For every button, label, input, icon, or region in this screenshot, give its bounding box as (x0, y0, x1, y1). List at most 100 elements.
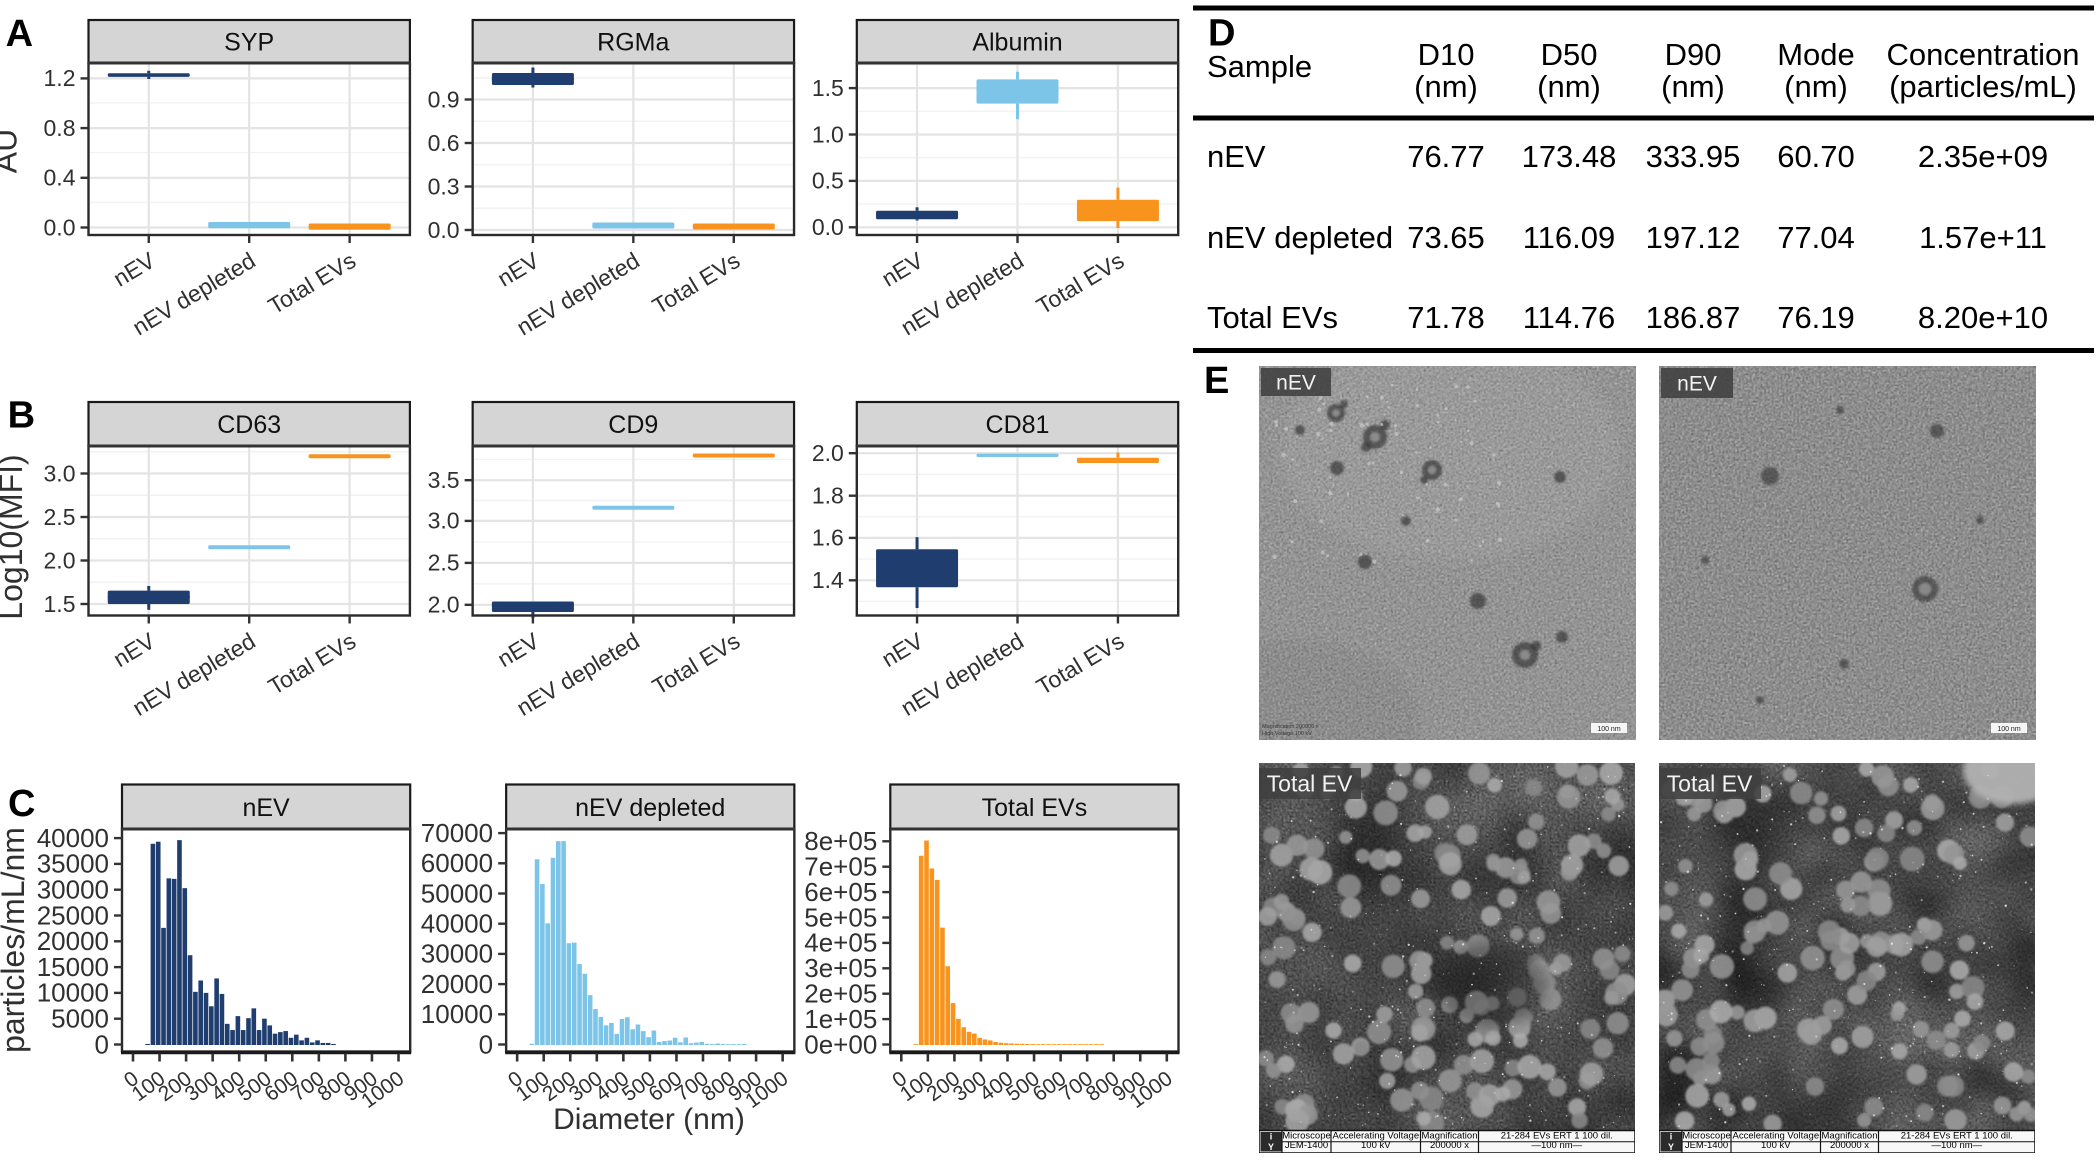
svg-text:1.5: 1.5 (44, 591, 76, 617)
svg-text:Log10(MFI): Log10(MFI) (0, 454, 29, 619)
svg-text:C: C (8, 783, 35, 825)
svg-text:0.4: 0.4 (44, 165, 76, 191)
svg-text:60000: 60000 (421, 848, 493, 878)
svg-text:20000: 20000 (37, 926, 109, 956)
svg-text:nEV: nEV (1207, 139, 1266, 174)
svg-text:8e+05: 8e+05 (804, 826, 877, 856)
svg-text:1.6: 1.6 (812, 525, 844, 551)
svg-text:0.8: 0.8 (44, 115, 76, 141)
svg-text:1.57e+11: 1.57e+11 (1919, 220, 2047, 255)
svg-text:JEM-1400: JEM-1400 (1685, 1140, 1728, 1151)
svg-text:76.77: 76.77 (1407, 139, 1485, 174)
svg-text:Total EVs: Total EVs (1207, 300, 1338, 335)
svg-text:Accelerating Voltage: Accelerating Voltage (1732, 1131, 1819, 1142)
svg-text:JEM-1400: JEM-1400 (1285, 1140, 1328, 1151)
svg-text:Total EV: Total EV (1267, 771, 1353, 797)
svg-text:76.19: 76.19 (1777, 300, 1855, 335)
svg-text:6e+05: 6e+05 (804, 877, 877, 907)
svg-text:40000: 40000 (421, 909, 493, 939)
svg-text:2e+05: 2e+05 (804, 979, 877, 1009)
svg-text:5e+05: 5e+05 (804, 902, 877, 932)
svg-text:0.5: 0.5 (812, 168, 844, 194)
svg-text:2.0: 2.0 (812, 440, 844, 466)
svg-text:3.5: 3.5 (428, 467, 460, 493)
svg-text:E: E (1204, 360, 1229, 402)
svg-text:AU: AU (0, 129, 24, 173)
svg-text:3.0: 3.0 (44, 460, 76, 486)
svg-text:7e+05: 7e+05 (804, 852, 877, 882)
svg-text:0.6: 0.6 (428, 130, 460, 156)
svg-text:1e+05: 1e+05 (804, 1004, 877, 1034)
svg-text:2.5: 2.5 (428, 550, 460, 576)
svg-text:30000: 30000 (37, 875, 109, 905)
svg-text:2.0: 2.0 (428, 592, 460, 618)
svg-text:10000: 10000 (37, 978, 109, 1008)
svg-text:Albumin: Albumin (972, 29, 1062, 57)
svg-text:1.0: 1.0 (812, 121, 844, 147)
svg-text:15000: 15000 (37, 952, 109, 982)
svg-text:Diameter (nm): Diameter (nm) (553, 1103, 745, 1136)
svg-text:(nm): (nm) (1784, 69, 1848, 104)
svg-text:—100 nm—: —100 nm— (1531, 1140, 1582, 1151)
svg-text:200000 x: 200000 x (1430, 1140, 1469, 1151)
svg-text:i: i (1270, 1132, 1273, 1142)
svg-text:2.0: 2.0 (44, 547, 76, 573)
svg-text:Mode: Mode (1777, 37, 1855, 72)
svg-text:77.04: 77.04 (1777, 220, 1855, 255)
svg-text:0: 0 (479, 1029, 493, 1059)
svg-text:(nm): (nm) (1414, 69, 1478, 104)
svg-text:20000: 20000 (421, 969, 493, 999)
svg-text:1.8: 1.8 (812, 483, 844, 509)
svg-text:Microscope: Microscope (1682, 1131, 1731, 1142)
svg-text:3.0: 3.0 (428, 508, 460, 534)
svg-text:D90: D90 (1665, 37, 1722, 72)
svg-text:100 nm: 100 nm (1997, 726, 2021, 733)
svg-text:Magnification 200000 x: Magnification 200000 x (1262, 724, 1319, 730)
svg-text:(particles/mL): (particles/mL) (1889, 69, 2077, 104)
svg-text:2.35e+09: 2.35e+09 (1918, 139, 2048, 174)
svg-text:RGMa: RGMa (597, 29, 669, 57)
svg-text:0.0: 0.0 (812, 214, 844, 240)
svg-text:i: i (1670, 1132, 1673, 1142)
svg-text:0e+00: 0e+00 (804, 1029, 877, 1059)
svg-text:1.2: 1.2 (44, 65, 76, 91)
svg-text:Total EV: Total EV (1667, 771, 1753, 797)
svg-text:1.5: 1.5 (812, 75, 844, 101)
svg-text:Total EVs: Total EVs (982, 794, 1088, 822)
svg-text:21-284 EVs ERT 1 100 dil.: 21-284 EVs ERT 1 100 dil. (1501, 1131, 1613, 1142)
svg-text:173.48: 173.48 (1522, 139, 1617, 174)
svg-text:100 kV: 100 kV (1761, 1140, 1791, 1151)
svg-text:CD63: CD63 (217, 411, 281, 439)
svg-text:4e+05: 4e+05 (804, 928, 877, 958)
svg-text:73.65: 73.65 (1407, 220, 1485, 255)
svg-text:333.95: 333.95 (1646, 139, 1741, 174)
svg-text:particles/mL/nm: particles/mL/nm (0, 827, 31, 1053)
svg-text:—100 nm—: —100 nm— (1931, 1140, 1982, 1151)
svg-text:(nm): (nm) (1537, 69, 1601, 104)
svg-text:nEV depleted: nEV depleted (1207, 220, 1393, 255)
svg-text:197.12: 197.12 (1646, 220, 1741, 255)
svg-text:High Voltage 100 kV: High Voltage 100 kV (1262, 731, 1312, 737)
svg-text:2.5: 2.5 (44, 504, 76, 530)
svg-text:100 nm: 100 nm (1597, 726, 1621, 733)
svg-text:Magnification: Magnification (1822, 1131, 1878, 1142)
svg-text:35000: 35000 (37, 849, 109, 879)
svg-text:0: 0 (95, 1029, 109, 1059)
svg-text:0.9: 0.9 (428, 86, 460, 112)
svg-text:A: A (6, 13, 33, 55)
svg-text:D10: D10 (1418, 37, 1475, 72)
svg-text:nEV: nEV (1276, 371, 1316, 394)
svg-text:B: B (8, 395, 35, 437)
svg-text:Y: Y (1668, 1142, 1674, 1152)
svg-text:200000 x: 200000 x (1830, 1140, 1869, 1151)
svg-text:21-284 EVs ERT 1 100 dil.: 21-284 EVs ERT 1 100 dil. (1901, 1131, 2013, 1142)
svg-text:71.78: 71.78 (1407, 300, 1485, 335)
svg-text:CD9: CD9 (608, 411, 658, 439)
svg-text:60.70: 60.70 (1777, 139, 1855, 174)
svg-text:25000: 25000 (37, 900, 109, 930)
svg-text:0.0: 0.0 (44, 214, 76, 240)
svg-text:5000: 5000 (51, 1004, 109, 1034)
svg-text:Y: Y (1268, 1142, 1274, 1152)
svg-text:50000: 50000 (421, 878, 493, 908)
svg-text:100 kV: 100 kV (1361, 1140, 1391, 1151)
